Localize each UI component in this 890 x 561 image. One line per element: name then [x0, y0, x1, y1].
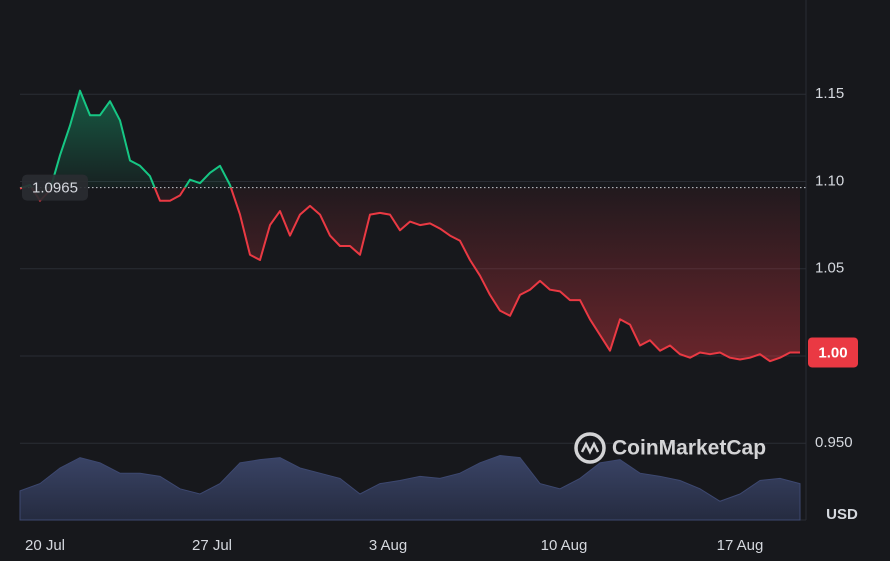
- logo: [574, 432, 606, 464]
- baseline-label-bg: [22, 174, 88, 201]
- y-tick-label: 1.10: [815, 172, 844, 189]
- y-unit: USD: [826, 506, 858, 523]
- volume-area: [19, 455, 801, 521]
- y-tick-label: 1.15: [815, 85, 844, 102]
- price-area: [20, 90, 800, 362]
- baseline-label: 1.0965: [32, 180, 78, 197]
- price-tag: 1.00: [818, 344, 847, 361]
- x-tick-label: 10 Aug: [541, 537, 588, 554]
- y-tick-label: 0.950: [815, 434, 853, 451]
- logo-mark: [580, 441, 600, 455]
- watermark-text: CoinMarketCap: [612, 437, 766, 460]
- x-tick-label: 20 Jul: [25, 537, 65, 554]
- x-tick-label: 3 Aug: [369, 537, 407, 554]
- watermark: CoinMarketCap: [574, 432, 766, 464]
- price-tag-bg: [808, 337, 858, 368]
- y-tick-label: 1.05: [815, 260, 844, 277]
- x-tick-label: 27 Jul: [192, 537, 232, 554]
- price-line: [19, 89, 800, 363]
- x-tick-label: 17 Aug: [717, 537, 764, 554]
